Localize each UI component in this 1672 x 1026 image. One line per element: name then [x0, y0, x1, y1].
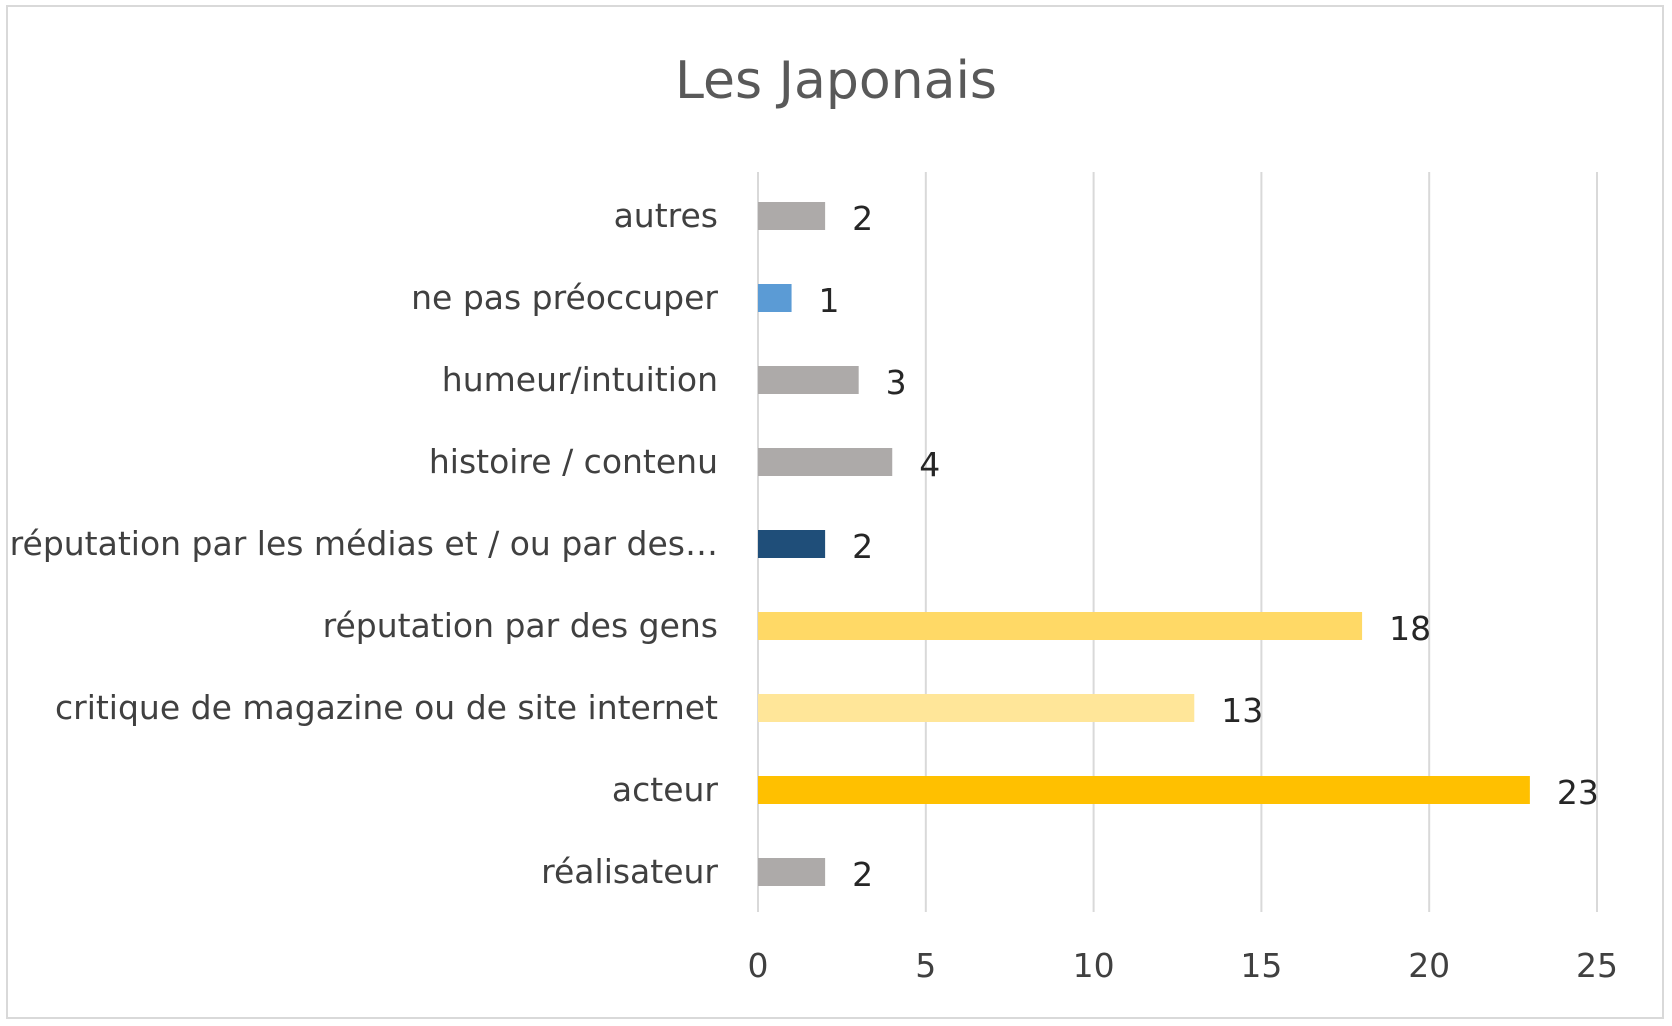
- x-tick-label: 15: [1240, 946, 1282, 985]
- data-label: 4: [919, 445, 940, 484]
- x-tick-label: 0: [748, 946, 769, 985]
- category-label: réputation par des gens: [323, 606, 718, 645]
- data-label: 2: [852, 527, 873, 566]
- bars: [758, 202, 1530, 886]
- bar: [758, 448, 893, 476]
- category-label: humeur/intuition: [442, 360, 718, 399]
- x-tick-label: 25: [1576, 946, 1618, 985]
- chart-frame: [6, 5, 1664, 1019]
- category-label: ne pas préoccuper: [411, 278, 718, 317]
- bar: [758, 284, 792, 312]
- bar: [758, 858, 826, 886]
- data-label: 1: [819, 281, 840, 320]
- category-label: acteur: [612, 770, 719, 809]
- x-tick-label: 5: [915, 946, 936, 985]
- bar: [758, 776, 1530, 804]
- bar: [758, 612, 1363, 640]
- category-label: critique de magazine ou de site internet: [55, 688, 718, 727]
- category-label: réputation par les médias et / ou par de…: [10, 524, 718, 563]
- bar: [758, 202, 826, 230]
- x-axis-tick-labels: 0 5 10 15 20 25: [748, 946, 1619, 985]
- bar: [758, 694, 1195, 722]
- category-label: histoire / contenu: [429, 442, 718, 481]
- data-label: 23: [1557, 773, 1599, 812]
- bar: [758, 530, 826, 558]
- data-label: 2: [852, 855, 873, 894]
- data-label: 18: [1389, 609, 1431, 648]
- data-label: 3: [886, 363, 907, 402]
- category-label: réalisateur: [541, 852, 718, 891]
- data-labels: 2 23 13 18 2 4 3 1 2: [819, 199, 1599, 894]
- category-label: autres: [614, 196, 718, 235]
- x-tick-label: 20: [1408, 946, 1450, 985]
- bar: [758, 366, 859, 394]
- chart-title: Les Japonais: [675, 51, 997, 111]
- data-label: 2: [852, 199, 873, 238]
- x-tick-label: 10: [1073, 946, 1115, 985]
- category-labels: réalisateur acteur critique de magazine ou…: [10, 196, 719, 891]
- data-label: 13: [1221, 691, 1263, 730]
